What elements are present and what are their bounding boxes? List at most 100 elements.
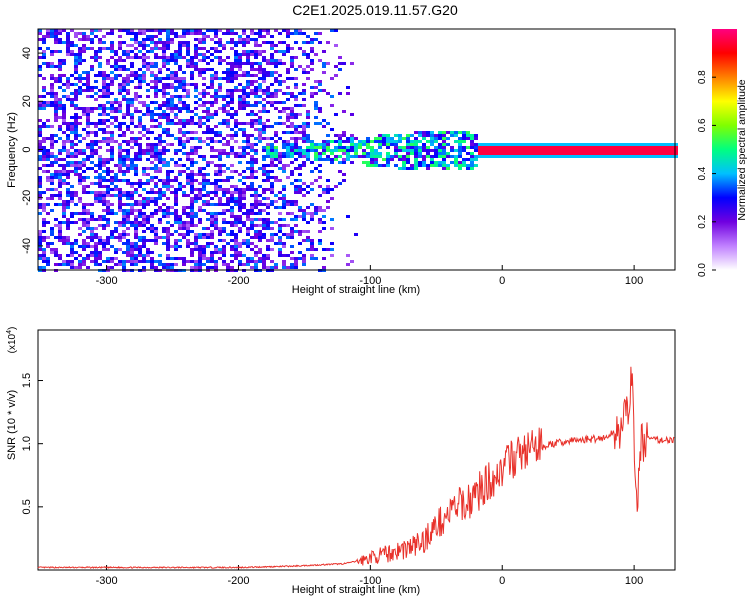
heatmap-cell bbox=[258, 251, 262, 254]
heatmap-cell bbox=[426, 164, 430, 167]
heatmap-cell bbox=[46, 62, 50, 65]
heatmap-cell bbox=[294, 104, 298, 107]
heatmap-cell bbox=[198, 47, 202, 50]
heatmap-cell bbox=[202, 185, 206, 188]
heatmap-cell bbox=[110, 257, 114, 260]
heatmap-cell bbox=[166, 179, 170, 182]
heatmap-cell bbox=[94, 227, 98, 230]
heatmap-cell bbox=[234, 251, 238, 254]
heatmap-cell bbox=[174, 191, 178, 194]
heatmap-cell bbox=[122, 170, 126, 173]
heatmap-cell bbox=[386, 158, 390, 161]
heatmap-cell bbox=[246, 50, 250, 53]
heatmap-cell bbox=[146, 50, 150, 53]
heatmap-cell bbox=[94, 233, 98, 236]
heatmap-cell bbox=[138, 41, 142, 44]
heatmap-cell bbox=[106, 95, 110, 98]
heatmap-cell bbox=[458, 140, 462, 143]
heatmap-cell bbox=[658, 155, 662, 158]
heatmap-cell bbox=[310, 248, 314, 251]
heatmap-cell bbox=[46, 257, 50, 260]
heatmap-cell bbox=[178, 158, 182, 161]
heatmap-cell bbox=[306, 236, 310, 239]
heatmap-cell bbox=[86, 167, 90, 170]
heatmap-cell bbox=[118, 209, 122, 212]
heatmap-cell bbox=[670, 152, 674, 155]
heatmap-cell bbox=[286, 266, 290, 269]
heatmap-cell bbox=[230, 209, 234, 212]
heatmap-cell bbox=[62, 119, 66, 122]
heatmap-cell bbox=[190, 83, 194, 86]
heatmap-cell bbox=[314, 92, 318, 95]
heatmap-cell bbox=[302, 254, 306, 257]
heatmap-cell bbox=[146, 203, 150, 206]
heatmap-cell bbox=[282, 80, 286, 83]
heatmap-cell bbox=[110, 137, 114, 140]
heatmap-cell bbox=[154, 146, 158, 149]
heatmap-cell bbox=[286, 149, 290, 152]
heatmap-cell bbox=[102, 137, 106, 140]
heatmap-cell bbox=[150, 116, 154, 119]
heatmap-cell bbox=[442, 149, 446, 152]
heatmap-cell bbox=[374, 137, 378, 140]
heatmap-cell bbox=[142, 47, 146, 50]
heatmap-cell bbox=[430, 134, 434, 137]
heatmap-cell bbox=[98, 254, 102, 257]
heatmap-cell bbox=[182, 77, 186, 80]
heatmap-cell bbox=[122, 65, 126, 68]
y-tick-label: 20 bbox=[21, 95, 33, 107]
heatmap-cell bbox=[66, 125, 70, 128]
heatmap-cell bbox=[166, 209, 170, 212]
heatmap-cell bbox=[230, 152, 234, 155]
heatmap-cell bbox=[38, 239, 42, 242]
x-tick-label: 0 bbox=[499, 275, 505, 287]
heatmap-cell bbox=[38, 179, 42, 182]
heatmap-cell bbox=[162, 209, 166, 212]
heatmap-cell bbox=[42, 266, 46, 269]
heatmap-cell bbox=[162, 131, 166, 134]
heatmap-cell bbox=[306, 134, 310, 137]
heatmap-cell bbox=[226, 80, 230, 83]
heatmap-cell bbox=[122, 218, 126, 221]
heatmap-cell bbox=[646, 143, 650, 146]
heatmap-cell bbox=[58, 152, 62, 155]
heatmap-cell bbox=[82, 77, 86, 80]
heatmap-cell bbox=[138, 251, 142, 254]
heatmap-cell bbox=[94, 242, 98, 245]
heatmap-cell bbox=[306, 140, 310, 143]
heatmap-cell bbox=[50, 50, 54, 53]
heatmap-cell bbox=[554, 143, 558, 146]
heatmap-cell bbox=[202, 131, 206, 134]
heatmap-cell bbox=[302, 125, 306, 128]
heatmap-cell bbox=[342, 131, 346, 134]
heatmap-cell bbox=[646, 146, 650, 149]
heatmap-cell bbox=[206, 131, 210, 134]
heatmap-cell bbox=[174, 56, 178, 59]
heatmap-cell bbox=[94, 152, 98, 155]
heatmap-cell bbox=[110, 176, 114, 179]
heatmap-cell bbox=[326, 158, 330, 161]
heatmap-cell bbox=[298, 206, 302, 209]
heatmap-cell bbox=[78, 266, 82, 269]
heatmap-cell bbox=[126, 179, 130, 182]
heatmap-cell bbox=[174, 122, 178, 125]
heatmap-cell bbox=[178, 140, 182, 143]
heatmap-cell bbox=[166, 38, 170, 41]
heatmap-cell bbox=[242, 98, 246, 101]
heatmap-cell bbox=[170, 257, 174, 260]
heatmap-cell bbox=[226, 68, 230, 71]
heatmap-cell bbox=[182, 194, 186, 197]
heatmap-cell bbox=[94, 254, 98, 257]
heatmap-cell bbox=[114, 257, 118, 260]
heatmap-cell bbox=[526, 152, 530, 155]
heatmap-cell bbox=[398, 137, 402, 140]
heatmap-cell bbox=[338, 137, 342, 140]
heatmap-cell bbox=[566, 143, 570, 146]
heatmap-cell bbox=[146, 38, 150, 41]
heatmap-cell bbox=[146, 254, 150, 257]
heatmap-cell bbox=[134, 263, 138, 266]
heatmap-cell bbox=[638, 143, 642, 146]
heatmap-cell bbox=[150, 200, 154, 203]
heatmap-cell bbox=[426, 167, 430, 170]
heatmap-cell bbox=[306, 158, 310, 161]
